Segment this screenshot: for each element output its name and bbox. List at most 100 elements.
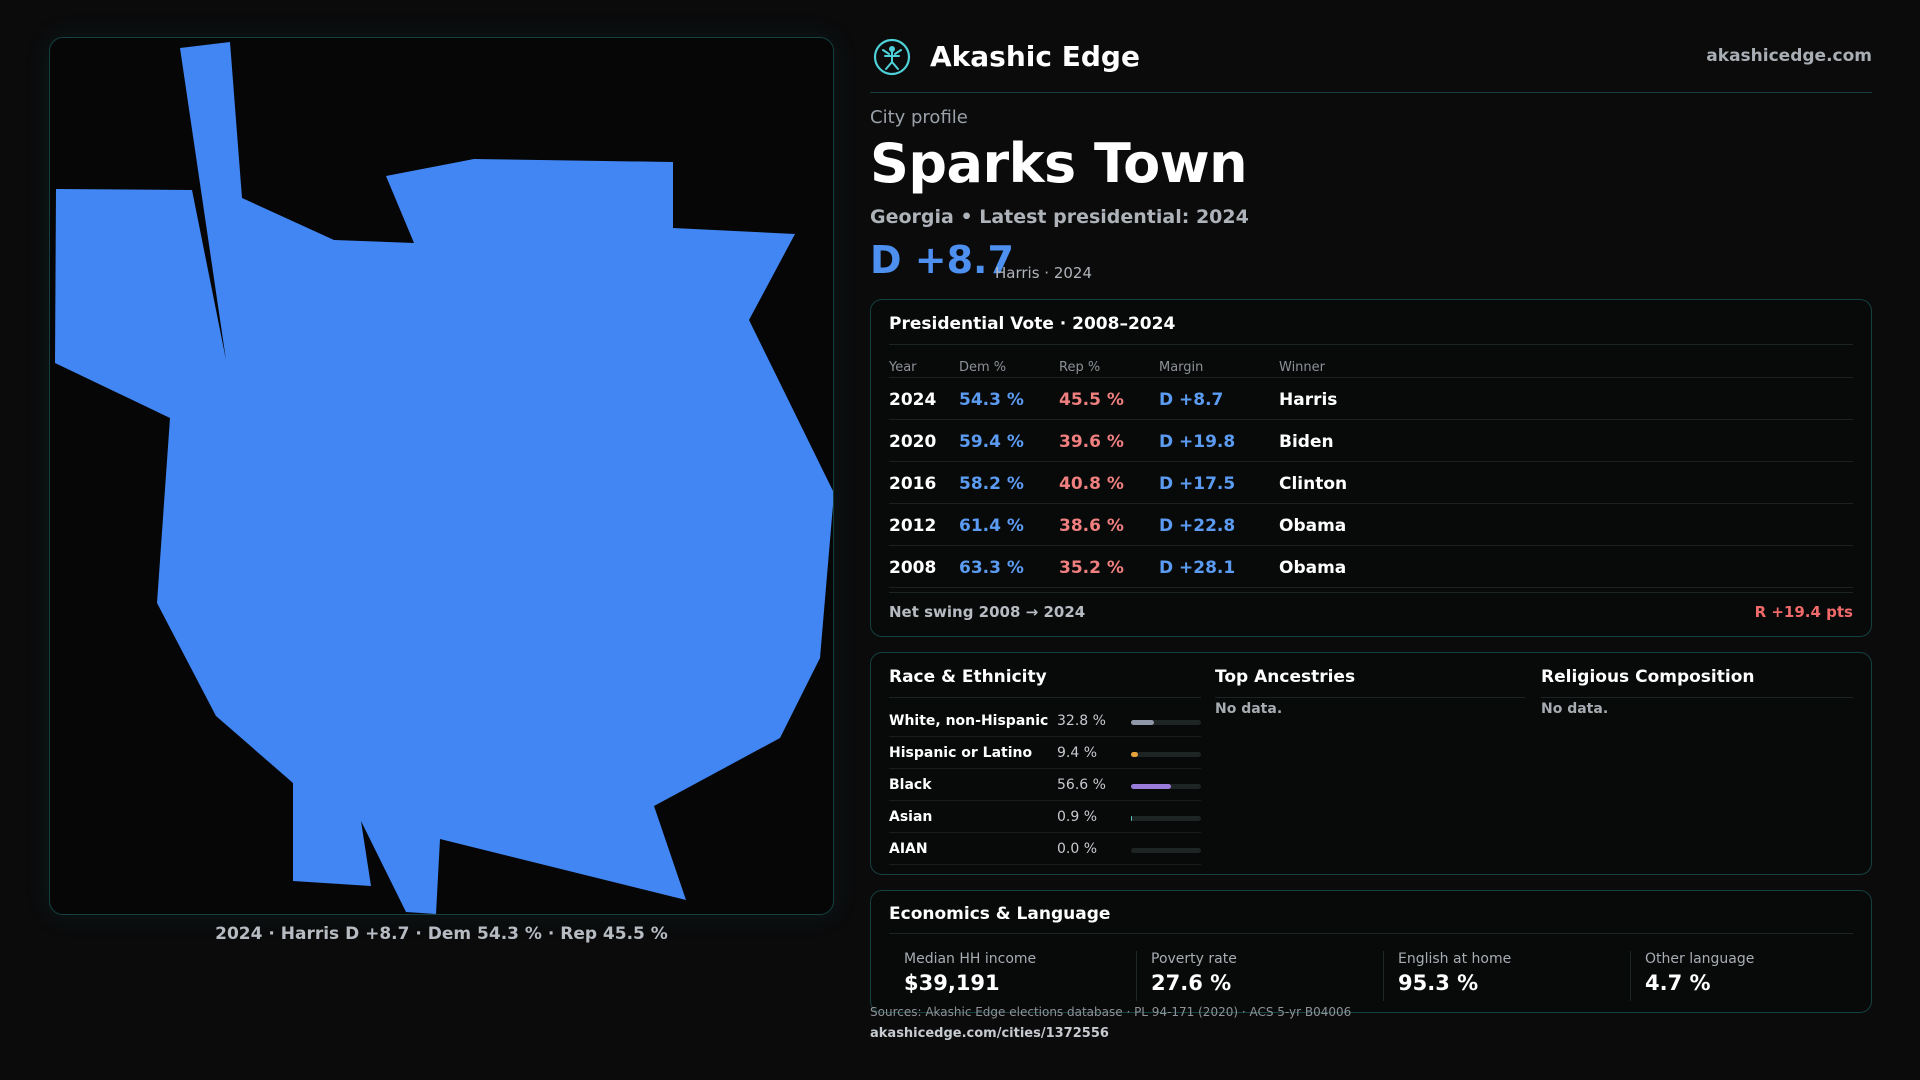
row-winner: Biden [1279,432,1334,452]
stat-value: 4.7 % [1645,971,1711,995]
divider [889,933,1853,934]
race-bar [1131,752,1201,757]
stat-label: Other language [1645,951,1755,967]
page-kicker: City profile [870,107,968,128]
row-rep: 45.5 % [1059,390,1124,410]
col-header-rep: Rep % [1059,360,1101,375]
map-caption: 2024 · Harris D +8.7 · Dem 54.3 % · Rep … [215,924,668,944]
race-value: 56.6 % [1057,777,1106,793]
row-rep: 38.6 % [1059,516,1124,536]
page-subtitle: Georgia • Latest presidential: 2024 [870,206,1249,228]
row-margin: D +17.5 [1159,474,1236,494]
divider [889,697,1201,698]
religion-empty-text: No data. [1541,701,1609,717]
race-name: AIAN [889,841,928,857]
race-bar [1131,816,1201,821]
ancestries-section: Top Ancestries No data. [1215,667,1525,717]
page-url-link[interactable]: akashicedge.com/cities/1372556 [870,1026,1109,1041]
row-rep: 40.8 % [1059,474,1124,494]
stat-label: Poverty rate [1151,951,1237,967]
religion-section: Religious Composition No data. [1541,667,1853,717]
col-header-dem: Dem % [959,360,1007,375]
col-header-year: Year [889,360,917,375]
header-divider [870,92,1872,93]
row-year: 2020 [889,432,937,452]
race-value: 32.8 % [1057,713,1106,729]
stat-value: $39,191 [904,971,1000,995]
race-bar-fill [1131,784,1171,789]
race-name: Hispanic or Latino [889,745,1033,761]
vote-card-title: Presidential Vote · 2008–2024 [889,314,1176,334]
map-svg [55,42,834,914]
col-header-winner: Winner [1279,360,1326,375]
race-row: AIAN 0.0 % [889,833,1201,865]
sources-note: Sources: Akashic Edge elections database… [870,1005,1352,1019]
akashic-logo-icon[interactable] [873,38,911,76]
row-rep: 39.6 % [1059,432,1124,452]
row-rep: 35.2 % [1059,558,1124,578]
stat-median-income: Median HH income $39,191 [889,951,1119,1011]
race-value: 0.9 % [1057,809,1098,825]
race-bar-fill [1131,720,1154,725]
stat-other-language: Other language 4.7 % [1630,951,1860,1011]
row-dem: 54.3 % [959,390,1024,410]
divider [1383,951,1384,1001]
race-name: Black [889,777,932,793]
race-bar [1131,848,1201,853]
race-bar-fill [1131,816,1133,821]
stat-english-at-home: English at home 95.3 % [1383,951,1613,1011]
brand-header: Akashic Edge akashicedge.com [870,36,1872,92]
divider [889,592,1853,593]
divider [1541,697,1853,698]
stat-value: 27.6 % [1151,971,1232,995]
row-winner: Obama [1279,558,1347,578]
race-section-title: Race & Ethnicity [889,667,1047,687]
table-header: Year Dem % Rep % Margin Winner [889,348,1853,378]
row-year: 2012 [889,516,937,536]
brand-url-link[interactable]: akashicedge.com [1706,46,1872,66]
religion-section-title: Religious Composition [1541,667,1755,687]
table-row: 2012 61.4 % 38.6 % D +22.8 Obama [889,504,1853,546]
latest-margin-note: Harris · 2024 [995,264,1093,282]
latest-margin: D +8.7 [870,238,1014,282]
row-dem: 61.4 % [959,516,1024,536]
presidential-vote-card: Presidential Vote · 2008–2024 Year Dem %… [870,299,1872,637]
vote-table: Year Dem % Rep % Margin Winner 2024 54.3… [889,348,1853,588]
race-bar [1131,784,1201,789]
col-header-margin: Margin [1159,360,1204,375]
city-boundary-map[interactable] [49,37,834,915]
ancestries-section-title: Top Ancestries [1215,667,1356,687]
race-value: 9.4 % [1057,745,1098,761]
demographics-card: Race & Ethnicity White, non-Hispanic 32.… [870,652,1872,875]
stat-label: Median HH income [904,951,1037,967]
row-margin: D +28.1 [1159,558,1236,578]
table-row: 2008 63.3 % 35.2 % D +28.1 Obama [889,546,1853,588]
row-margin: D +8.7 [1159,390,1224,410]
row-winner: Obama [1279,516,1347,536]
race-value: 0.0 % [1057,841,1098,857]
row-dem: 59.4 % [959,432,1024,452]
row-winner: Clinton [1279,474,1348,494]
divider [1630,951,1631,1001]
city-boundary-shape[interactable] [55,42,834,914]
ancestries-empty-text: No data. [1215,701,1283,717]
race-bar [1131,720,1201,725]
race-name: White, non-Hispanic [889,713,1049,729]
divider [889,344,1853,345]
economics-card: Economics & Language Median HH income $3… [870,890,1872,1013]
row-margin: D +22.8 [1159,516,1236,536]
table-row: 2024 54.3 % 45.5 % D +8.7 Harris [889,378,1853,420]
economics-card-title: Economics & Language [889,904,1111,924]
divider [1215,697,1525,698]
race-row: Black 56.6 % [889,769,1201,801]
table-row: 2020 59.4 % 39.6 % D +19.8 Biden [889,420,1853,462]
row-dem: 63.3 % [959,558,1024,578]
page-title: Sparks Town [870,132,1248,195]
stat-poverty-rate: Poverty rate 27.6 % [1136,951,1366,1011]
brand-name[interactable]: Akashic Edge [930,40,1140,73]
race-bar-fill [1131,752,1138,757]
row-dem: 58.2 % [959,474,1024,494]
row-winner: Harris [1279,390,1338,410]
stat-value: 95.3 % [1398,971,1479,995]
row-year: 2016 [889,474,937,494]
